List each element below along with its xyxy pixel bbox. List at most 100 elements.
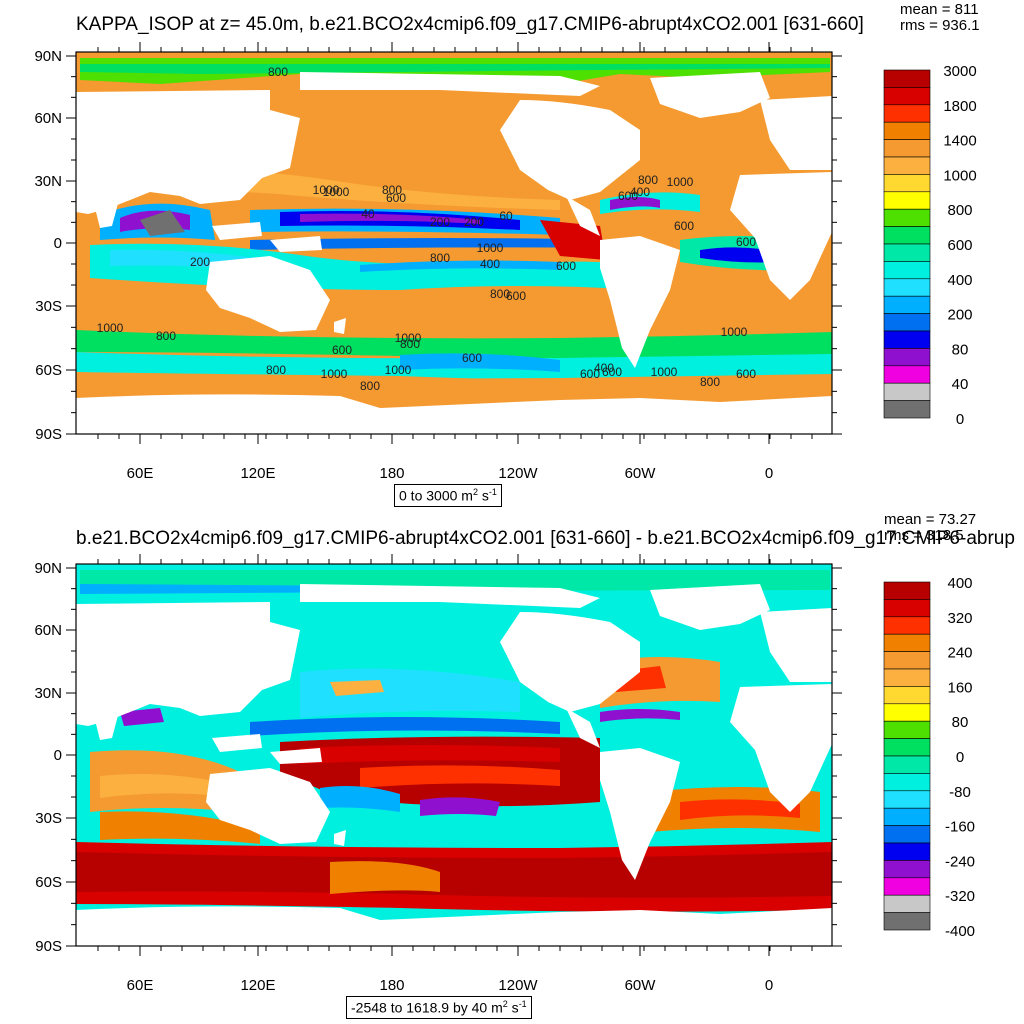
colorbar-swatch <box>883 773 931 792</box>
colorbar-swatch <box>883 894 931 913</box>
colorbar-swatch <box>883 382 931 401</box>
colorbar-swatch <box>883 313 931 332</box>
colorbar-swatch <box>883 261 931 280</box>
colorbar-swatch <box>883 581 931 600</box>
colorbar-swatch <box>883 400 931 419</box>
lon-label: 120E <box>240 977 275 994</box>
lat-label: 0 <box>54 747 62 764</box>
colorbar-label: 80 <box>952 341 969 358</box>
contour-label: 200 <box>190 255 210 269</box>
contour-label: 600 <box>556 259 576 273</box>
colorbar-label: -160 <box>945 819 975 836</box>
colorbar-swatch <box>883 825 931 844</box>
contour-label: 400 <box>480 257 500 271</box>
contour-label: 1000 <box>721 325 748 339</box>
lat-label: 90N <box>34 48 62 65</box>
contour-label: 600 <box>386 191 406 205</box>
colorbar-swatch <box>883 738 931 757</box>
colorbar-label: 1400 <box>943 133 976 150</box>
contour-label: 800 <box>382 183 402 197</box>
contour-label: 800 <box>490 287 510 301</box>
map-panel-kappa-isop: KAPPA_ISOP at z= 45.0m, b.e21.BCO2x4cmip… <box>34 1 980 507</box>
field-layer <box>76 52 832 434</box>
contour-label: 1000 <box>477 241 504 255</box>
colorbar-swatch <box>883 156 931 175</box>
colorbar-label: 240 <box>947 645 972 662</box>
contour-label: 800 <box>638 173 658 187</box>
contour-label: 600 <box>580 367 600 381</box>
lat-label: 0 <box>54 235 62 252</box>
colorbar-swatch <box>883 686 931 705</box>
lat-label: 30S <box>35 298 62 315</box>
contour-label: 400 <box>594 361 614 375</box>
contour-label: 600 <box>462 351 482 365</box>
contour-label: 200 <box>464 215 484 229</box>
colorbar-swatch <box>883 87 931 106</box>
land-mask <box>76 584 832 946</box>
colorbar-swatch <box>883 365 931 384</box>
lat-label: 30S <box>35 810 62 827</box>
lat-label: 90S <box>35 938 62 955</box>
mean-label: mean = 811 <box>900 1 979 18</box>
colorbar-label: 320 <box>947 610 972 627</box>
colorbar-swatch <box>883 912 931 931</box>
contour-label: 40 <box>361 207 375 221</box>
lat-label: 60N <box>34 110 62 127</box>
colorbar-label: -240 <box>945 853 975 870</box>
colorbar-label: 1000 <box>943 167 976 184</box>
colorbar-swatch <box>883 807 931 826</box>
colorbar-swatch <box>883 104 931 123</box>
colorbar-swatch <box>883 616 931 635</box>
stats-box: mean = 73.27 rms = 318.5 <box>884 512 976 544</box>
colorbar-swatch <box>883 703 931 722</box>
lon-label: 180 <box>379 977 404 994</box>
colorbar-swatch <box>883 860 931 879</box>
colorbar-label: 80 <box>952 714 969 731</box>
colorbar-swatch <box>883 790 931 809</box>
colorbar-swatch <box>883 139 931 158</box>
colorbar-swatch <box>883 842 931 861</box>
colorbar-label: 160 <box>947 679 972 696</box>
colorbar-swatch <box>883 651 931 670</box>
colorbar-label: 0 <box>956 411 964 428</box>
panel-title: KAPPA_ISOP at z= 45.0m, b.e21.BCO2x4cmip… <box>76 14 864 35</box>
map-panel-difference: b.e21.BCO2x4cmip6.f09_g17.CMIP6-abrupt4x… <box>0 512 1024 1024</box>
contour-label: 1000 <box>321 367 348 381</box>
colorbar-label: 0 <box>956 749 964 766</box>
mean-label: mean = 73.27 <box>884 511 977 528</box>
colorbar-swatch <box>883 348 931 367</box>
colorbar-swatch <box>883 633 931 652</box>
contour-label: 800 <box>156 329 176 343</box>
contour-label: 60 <box>499 209 513 223</box>
contour-label: 1000 <box>651 365 678 379</box>
contour-label: 600 <box>332 343 352 357</box>
colorbar-label: 40 <box>952 376 969 393</box>
colorbar-label: -400 <box>945 923 975 940</box>
lon-label: 180 <box>379 465 404 482</box>
colorbar-swatch <box>883 174 931 193</box>
colorbar-swatch <box>883 877 931 896</box>
colorbar-label: 3000 <box>943 63 976 80</box>
contour-label: 400 <box>630 185 650 199</box>
colorbar-swatch <box>883 720 931 739</box>
contour-label: 1000 <box>395 331 422 345</box>
colorbar-swatch <box>883 121 931 140</box>
colorbar-label: 200 <box>947 307 972 324</box>
lon-label: 60W <box>625 465 657 482</box>
colorbar-swatch <box>883 599 931 618</box>
lat-label: 60S <box>35 362 62 379</box>
colorbar-label: -80 <box>949 784 971 801</box>
panel-title: b.e21.BCO2x4cmip6.f09_g17.CMIP6-abrupt4x… <box>76 528 1015 549</box>
colorbar-swatch <box>883 69 931 88</box>
colorbar-swatch <box>883 243 931 262</box>
lon-label: 60W <box>625 977 657 994</box>
lat-label: 30N <box>34 173 62 190</box>
contour-label: 200 <box>430 215 450 229</box>
contour-label: 1000 <box>323 185 350 199</box>
contour-label: 600 <box>736 235 756 249</box>
contour-label: 800 <box>700 375 720 389</box>
lon-label: 120W <box>498 465 538 482</box>
lat-label: 60S <box>35 874 62 891</box>
